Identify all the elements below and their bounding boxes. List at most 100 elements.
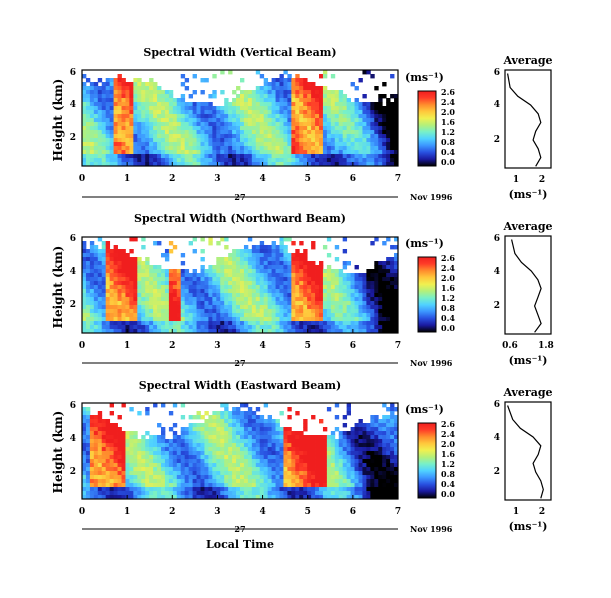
heatmap-cell xyxy=(117,317,122,322)
heatmap-cell xyxy=(192,415,197,420)
heatmap-cell xyxy=(149,285,154,290)
heatmap-cell xyxy=(212,134,217,139)
heatmap-cell xyxy=(109,455,114,460)
heatmap-cell xyxy=(161,487,166,492)
heatmap-cell xyxy=(362,483,367,488)
heatmap-cell xyxy=(243,479,249,484)
heatmap-cell xyxy=(196,471,201,476)
heatmap-cell xyxy=(220,415,225,420)
heatmap-cell xyxy=(307,138,312,143)
heatmap-cell xyxy=(141,134,146,139)
heatmap-cell xyxy=(370,142,375,147)
heatmap-cell xyxy=(89,483,95,488)
x-tick-label: 6 xyxy=(350,341,356,351)
heatmap-cell xyxy=(121,491,126,496)
heatmap-cell xyxy=(172,114,178,119)
heatmap-cell xyxy=(240,403,245,408)
heatmap-cell xyxy=(382,487,387,492)
heatmap-cell xyxy=(192,138,197,143)
heatmap-cell xyxy=(283,297,288,302)
heatmap-cell xyxy=(350,467,355,472)
heatmap-cell xyxy=(176,487,182,492)
heatmap-cell xyxy=(125,122,130,127)
heatmap-cell xyxy=(228,277,233,282)
heatmap-cell xyxy=(133,281,138,286)
heatmap-cell xyxy=(251,471,257,476)
heatmap-cell xyxy=(192,154,197,159)
heatmap-cell xyxy=(382,427,387,432)
heatmap-cell xyxy=(180,281,186,286)
heatmap-cell xyxy=(394,110,399,115)
heatmap-cell xyxy=(240,90,245,95)
heatmap-cell xyxy=(137,154,142,159)
heatmap-cell xyxy=(243,455,249,460)
heatmap-cell xyxy=(141,130,146,135)
heatmap-cell xyxy=(291,241,296,246)
heatmap-cell xyxy=(299,265,304,270)
heatmap-cell xyxy=(200,237,205,242)
heatmap-cell xyxy=(161,154,166,159)
heatmap-cell xyxy=(192,439,197,444)
heatmap-cell xyxy=(275,483,280,488)
heatmap-cell xyxy=(255,487,261,492)
heatmap-cell xyxy=(137,471,142,476)
heatmap-cell xyxy=(374,142,379,147)
heatmap-cell xyxy=(133,110,138,115)
heatmap-cell xyxy=(342,289,348,294)
heatmap-cell xyxy=(208,269,213,274)
heatmap-cell xyxy=(137,483,142,488)
heatmap-cell xyxy=(141,245,146,250)
heatmap-cell xyxy=(315,162,320,167)
heatmap-cell xyxy=(299,158,304,163)
heatmap-cell xyxy=(287,110,292,115)
heatmap-cell xyxy=(145,483,150,488)
heatmap-cell xyxy=(220,411,225,416)
heatmap-cell xyxy=(232,265,237,270)
heatmap-cell xyxy=(212,321,217,326)
heatmap-cell xyxy=(129,90,134,95)
heatmap-cell xyxy=(184,313,190,318)
heatmap-cell xyxy=(157,150,162,155)
heatmap-cell xyxy=(275,419,280,424)
heatmap-cell xyxy=(161,138,166,143)
heatmap-cell xyxy=(228,114,233,119)
heatmap-cell xyxy=(366,70,371,75)
heatmap-cell xyxy=(232,130,237,135)
heatmap-cell xyxy=(188,285,193,290)
heatmap-cell xyxy=(334,317,340,322)
heatmap-cell xyxy=(133,134,138,139)
heatmap-cell xyxy=(279,162,284,167)
heatmap-cell xyxy=(232,297,237,302)
heatmap-cell xyxy=(378,94,383,99)
heatmap-cell xyxy=(109,130,114,135)
heatmap-cell xyxy=(382,443,387,448)
heatmap-cell xyxy=(82,146,87,151)
heatmap-cell xyxy=(133,277,138,282)
heatmap-cell xyxy=(346,305,351,310)
heatmap-cell xyxy=(149,321,154,326)
heatmap-cell xyxy=(168,241,174,246)
heatmap-cell xyxy=(232,98,237,103)
heatmap-cell xyxy=(255,86,261,91)
heatmap-cell xyxy=(315,273,320,278)
heatmap-cell xyxy=(220,114,225,119)
heatmap-cell xyxy=(263,479,269,484)
heatmap-cell xyxy=(192,431,197,436)
heatmap-cell xyxy=(157,483,162,488)
heatmap-cell xyxy=(319,114,324,119)
heatmap-cell xyxy=(291,94,296,99)
heatmap-cell xyxy=(271,285,276,290)
heatmap-cell xyxy=(390,154,395,159)
heatmap-cell xyxy=(299,162,304,167)
heatmap-cell xyxy=(394,142,399,147)
heatmap-cell xyxy=(350,106,355,111)
heatmap-cell xyxy=(350,110,355,115)
heatmap-cell xyxy=(157,146,162,151)
heatmap-cell xyxy=(141,471,146,476)
heatmap-cell xyxy=(346,483,351,488)
heatmap-cell xyxy=(275,78,280,83)
heatmap-cell xyxy=(117,447,122,452)
heatmap-cell xyxy=(129,321,134,326)
date-label: Nov 1996 xyxy=(410,192,453,202)
heatmap-cell xyxy=(346,142,351,147)
